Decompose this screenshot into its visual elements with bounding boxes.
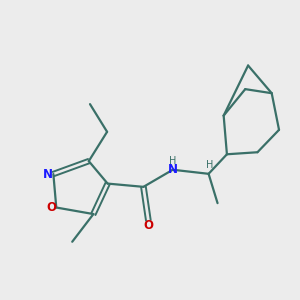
Text: O: O (46, 201, 56, 214)
Text: H: H (169, 156, 176, 166)
Text: N: N (43, 167, 53, 181)
Text: N: N (168, 163, 178, 176)
Text: H: H (206, 160, 213, 170)
Text: O: O (143, 219, 153, 232)
